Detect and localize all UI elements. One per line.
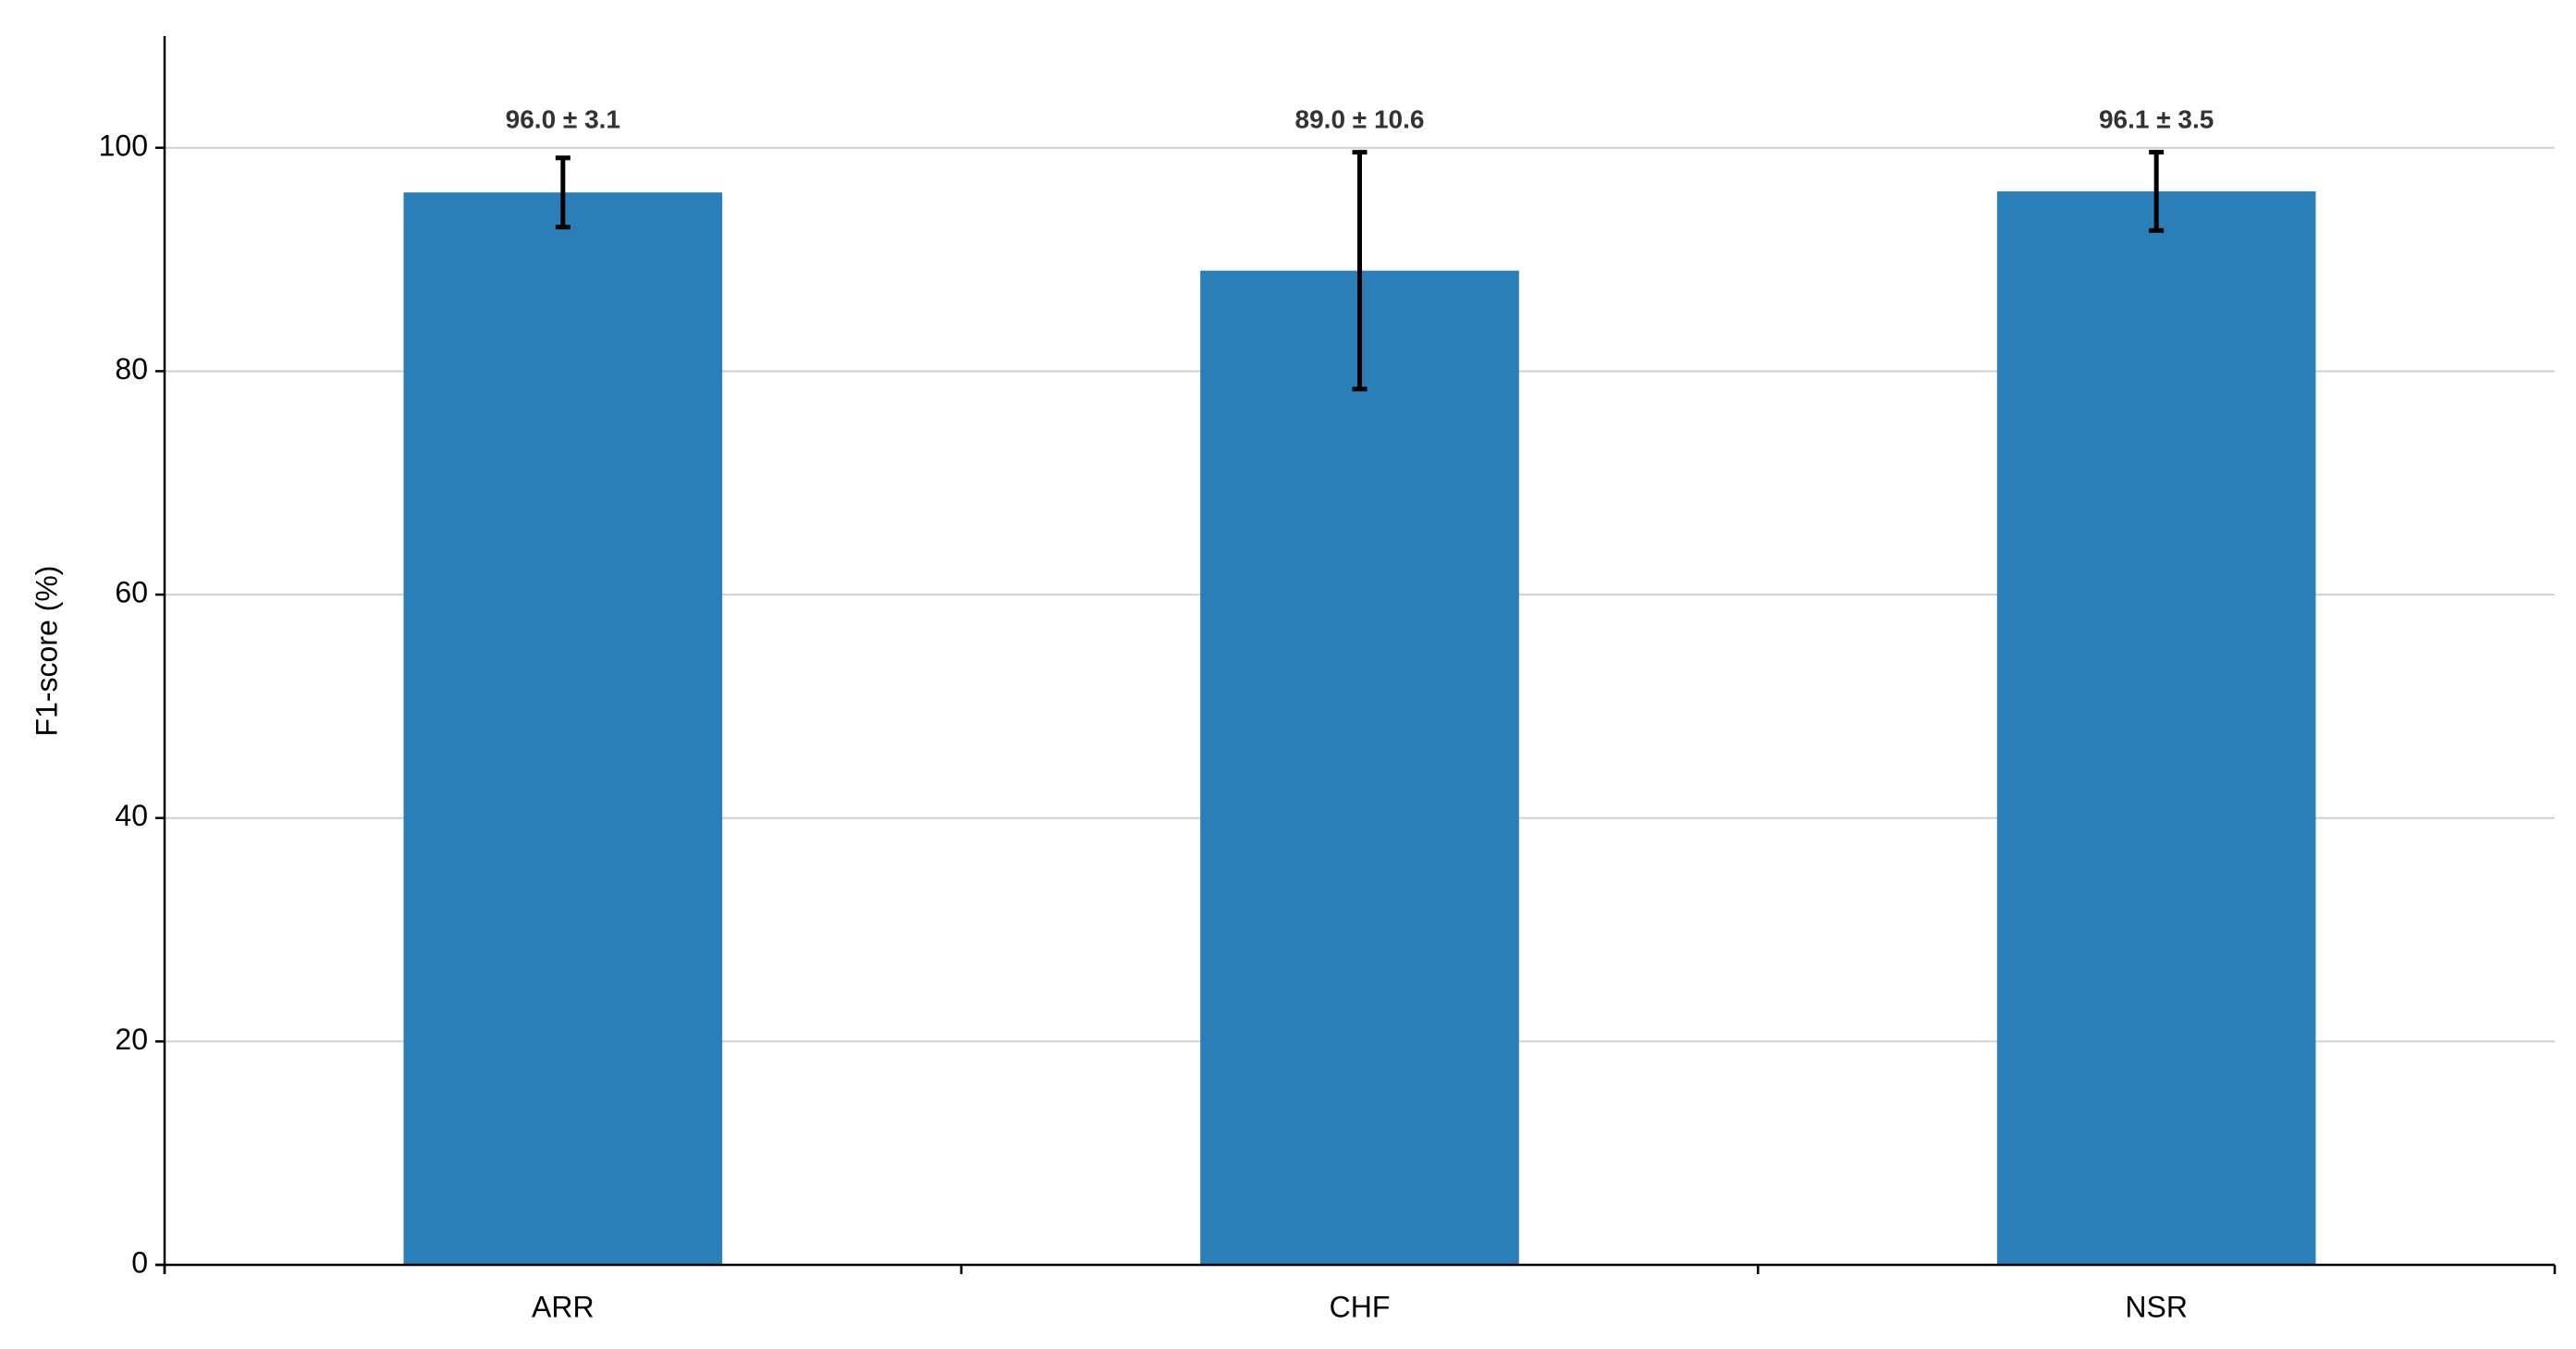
x-tick-label: CHF [1330, 1290, 1391, 1323]
bar [403, 192, 723, 1265]
y-tick-label: 20 [115, 1023, 148, 1056]
error-bar [555, 155, 570, 230]
y-tick-label: 100 [99, 129, 148, 162]
x-tick-label: ARR [532, 1290, 595, 1323]
error-bar [1352, 150, 1368, 392]
value-label: 89.0 ± 10.6 [1295, 104, 1425, 133]
y-tick-label: 0 [131, 1245, 148, 1279]
bar [1200, 270, 1519, 1266]
y-tick-label: 80 [115, 352, 148, 386]
y-tick-label: 40 [115, 799, 148, 832]
bar [1996, 190, 2316, 1266]
x-tick-label: NSR [2125, 1290, 2188, 1323]
value-label: 96.0 ± 3.1 [506, 104, 620, 133]
y-tick-label: 60 [115, 576, 148, 609]
error-bar [2149, 150, 2165, 233]
value-label: 96.1 ± 3.5 [2099, 104, 2214, 133]
y-axis-label: F1-score (%) [30, 566, 63, 737]
